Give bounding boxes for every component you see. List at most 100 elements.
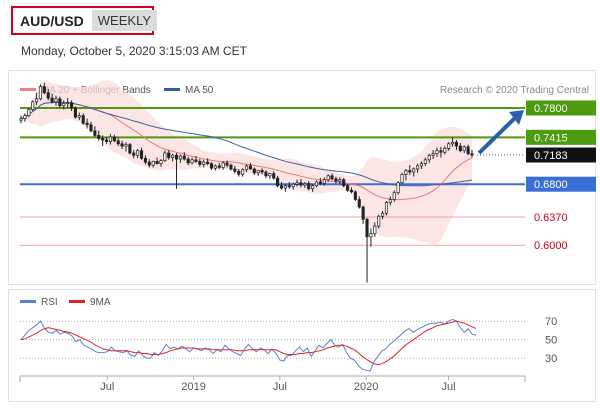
level-label-5: 0.6000	[534, 240, 568, 252]
rsi-tick-30: 30	[545, 353, 557, 365]
candle-body	[400, 173, 404, 184]
candle-body	[167, 152, 171, 158]
candle-body	[139, 150, 144, 159]
legend-swatch-ma50	[164, 88, 180, 91]
candle-body	[190, 159, 194, 164]
rsi-chart: RSI 9MA 70 50 30 Jul 2019 Jul 2020 Jul	[19, 297, 557, 393]
candle-body	[209, 163, 214, 169]
candle-body	[120, 143, 124, 147]
level-label-0: 0.7800	[534, 103, 568, 115]
candle-body	[159, 160, 163, 164]
candle-body	[454, 141, 459, 147]
candle-body	[136, 150, 140, 156]
candle-body	[151, 160, 155, 166]
candle-body	[361, 206, 365, 220]
candle-body	[202, 161, 206, 165]
candle-body	[373, 225, 377, 235]
period-badge[interactable]: WEEKLY	[91, 10, 157, 31]
candle-body	[163, 152, 167, 161]
candle-body	[287, 185, 291, 188]
candle-body	[396, 182, 400, 193]
x-tick-label-2: Jul	[273, 381, 287, 393]
forecast-arrow-shaft	[477, 116, 517, 155]
rsi-tick-50: 50	[545, 335, 557, 347]
candle-body	[276, 177, 280, 187]
candle-body	[73, 107, 77, 118]
candle-body	[237, 170, 241, 175]
candle-body	[447, 143, 451, 149]
candle-body	[186, 158, 190, 164]
candle-body	[143, 157, 147, 163]
candle-body	[295, 182, 299, 185]
candle-body	[326, 175, 330, 180]
candle-body	[283, 185, 287, 189]
candle-body	[349, 189, 354, 193]
bollinger-band	[21, 80, 472, 244]
timestamp: Monday, October 5, 2020 3:15:03 AM CET	[21, 44, 247, 58]
candle-body	[108, 136, 112, 142]
candle-body	[357, 199, 361, 208]
candle-body	[264, 171, 268, 177]
candle-body	[97, 135, 101, 139]
source-label: Research © 2020 Trading Central	[440, 85, 589, 96]
candle-body	[384, 202, 389, 214]
candle-body	[198, 160, 202, 165]
candle-body	[31, 101, 35, 110]
candle-body	[34, 98, 39, 103]
candle-body	[408, 170, 412, 173]
candle-body	[124, 144, 128, 147]
candle-body	[248, 165, 252, 170]
candle-body	[330, 175, 334, 180]
level-badge-1	[526, 129, 596, 145]
candle-body	[392, 192, 396, 200]
candle-body	[381, 212, 385, 217]
candle-body	[213, 165, 217, 169]
candle-body	[182, 155, 186, 160]
candle-body	[194, 159, 198, 162]
candle-body	[427, 154, 431, 161]
candle-body	[423, 159, 427, 164]
candle-body	[128, 144, 132, 154]
symbol-selector[interactable]: AUD/USD WEEKLY	[11, 6, 157, 35]
candle-body	[116, 140, 120, 145]
candle-body	[54, 98, 58, 103]
candle-body	[431, 153, 435, 156]
candle-body	[377, 215, 381, 227]
candle-body	[221, 162, 225, 168]
candle-body	[50, 97, 54, 103]
candle-body	[342, 179, 346, 187]
level-badge-3	[526, 176, 596, 192]
candle-body	[155, 160, 159, 164]
level-label-current: 0.7183	[534, 150, 568, 162]
candle-body	[303, 183, 307, 186]
level-badge-current	[526, 147, 596, 163]
candle-body	[419, 163, 424, 167]
candle-body	[369, 233, 373, 238]
candle-body	[89, 124, 93, 132]
candle-body	[334, 178, 338, 182]
candle-body	[439, 150, 443, 153]
legend-swatch-ma20	[20, 88, 36, 91]
candle-body	[66, 102, 70, 104]
candle-body	[101, 138, 105, 141]
x-tick-label-1: 2019	[181, 381, 205, 393]
candle-body	[272, 173, 276, 179]
level-badge-0	[526, 100, 596, 116]
candle-body	[62, 103, 66, 107]
candle-body	[81, 115, 85, 124]
candle-body	[46, 92, 50, 99]
level-label-3: 0.6800	[534, 179, 568, 191]
candle-body	[69, 102, 74, 109]
candle-body	[112, 136, 116, 142]
candle-body	[435, 150, 439, 155]
x-tick-label-4: Jul	[442, 381, 456, 393]
candle-body	[458, 145, 462, 152]
candle-body	[85, 122, 89, 126]
legend-label-rsi: RSI	[41, 297, 58, 308]
level-label-4: 0.6370	[534, 212, 568, 224]
candle-body	[404, 170, 408, 175]
rsi-chart-panel: RSI 9MA 70 50 30 Jul 2019 Jul 2020 Jul	[8, 289, 596, 402]
x-tick-label-3: 2020	[354, 381, 378, 393]
